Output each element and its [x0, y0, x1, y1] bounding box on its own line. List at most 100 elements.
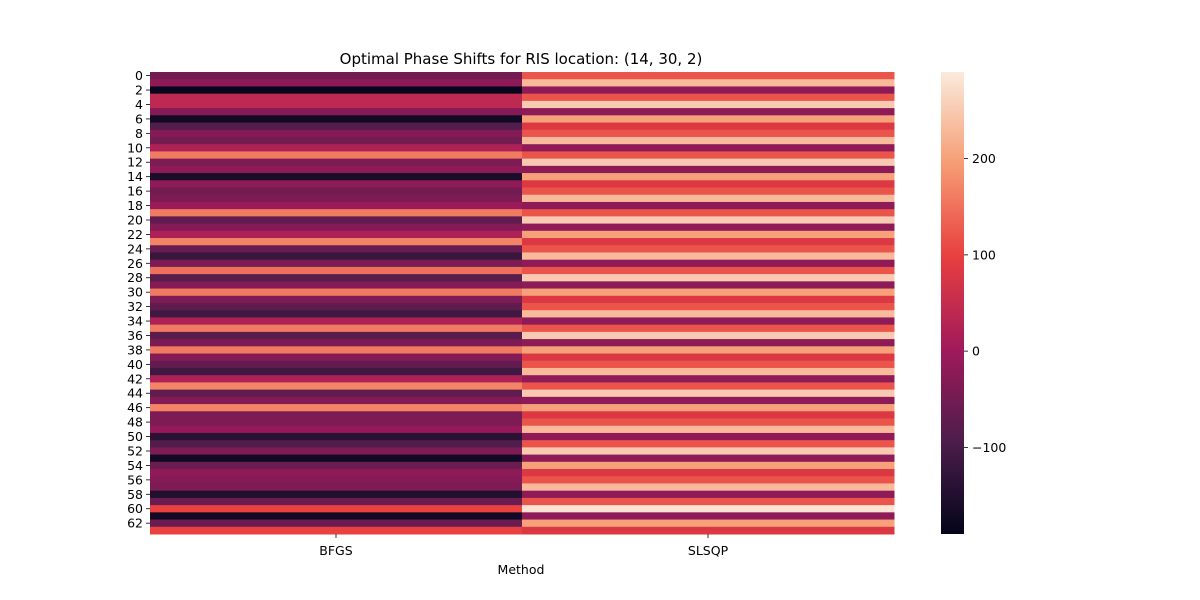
x-axis-label: Method — [498, 562, 545, 577]
heatmap-cell — [150, 303, 523, 311]
y-tick-label: 8 — [135, 126, 143, 141]
heatmap-cell — [150, 180, 523, 188]
heatmap-cell — [150, 245, 523, 253]
heatmap-cell — [522, 440, 895, 448]
heatmap-cell — [522, 252, 895, 261]
y-tick-label: 36 — [127, 328, 143, 343]
y-tick-label: 56 — [127, 472, 143, 487]
y-tick-label: 44 — [127, 386, 143, 401]
heatmap-cell — [522, 201, 895, 210]
heatmap-cell — [522, 165, 895, 174]
y-tick-label: 6 — [135, 111, 143, 126]
heatmap-cell — [522, 122, 895, 131]
heatmap-cell — [150, 274, 523, 282]
x-tick-label: BFGS — [319, 543, 352, 558]
y-tick-label: 30 — [127, 285, 143, 300]
heatmap-cell — [150, 339, 523, 347]
heatmap-cell — [150, 447, 523, 456]
heatmap-cell — [150, 288, 523, 297]
colorbar-tick-label: 0 — [972, 344, 980, 359]
heatmap-cell — [522, 144, 895, 152]
heatmap-cell — [522, 483, 895, 492]
heatmap-cell — [150, 115, 523, 124]
heatmap-cell — [522, 281, 895, 290]
heatmap-cell — [150, 136, 523, 145]
heatmap-cell — [150, 238, 523, 246]
heatmap-cell — [150, 281, 523, 290]
heatmap-cell — [522, 173, 895, 181]
y-tick-label: 2 — [135, 83, 143, 98]
heatmap-cell — [150, 425, 523, 434]
heatmap-cell — [150, 324, 523, 333]
heatmap-cell — [150, 490, 523, 499]
heatmap-cell — [522, 216, 895, 225]
y-tick-label: 42 — [127, 371, 143, 386]
heatmap-cell — [150, 173, 523, 181]
y-tick-label: 50 — [127, 429, 143, 444]
heatmap-cell — [522, 295, 895, 304]
heatmap-cell — [522, 100, 895, 109]
heatmap-cell — [522, 129, 895, 138]
y-tick-label: 12 — [127, 155, 143, 170]
heatmap-cell — [522, 367, 895, 376]
heatmap-cell — [150, 411, 523, 419]
heatmap — [150, 72, 895, 535]
y-axis: 0246810121416182022242628303234363840424… — [127, 68, 150, 531]
heatmap-cell — [522, 425, 895, 434]
heatmap-cell — [150, 252, 523, 261]
heatmap-cell — [522, 259, 895, 268]
heatmap-cell — [522, 324, 895, 333]
heatmap-cell — [522, 505, 895, 513]
heatmap-cell — [150, 72, 523, 80]
heatmap-cell — [150, 100, 523, 109]
heatmap-cell — [522, 79, 895, 87]
heatmap-cell — [150, 194, 523, 203]
heatmap-cell — [522, 382, 895, 391]
heatmap-cell — [522, 360, 895, 369]
heatmap-cell — [522, 136, 895, 145]
heatmap-cell — [522, 266, 895, 275]
heatmap-cell — [150, 317, 523, 326]
heatmap-cell — [150, 476, 523, 484]
heatmap-cell — [150, 505, 523, 513]
heatmap-cell — [150, 223, 523, 232]
heatmap-cell — [150, 512, 523, 521]
heatmap-cell — [522, 310, 895, 318]
heatmap-cell — [522, 476, 895, 484]
heatmap-cell — [522, 454, 895, 463]
heatmap-cell — [150, 93, 523, 102]
heatmap-cell — [522, 115, 895, 124]
heatmap-cell — [150, 353, 523, 362]
y-tick-label: 62 — [127, 516, 143, 531]
heatmap-cell — [150, 151, 523, 160]
heatmap-cell — [150, 389, 523, 398]
colorbar-tick-label: 100 — [972, 247, 996, 262]
y-tick-label: 10 — [127, 140, 143, 155]
heatmap-cell — [150, 216, 523, 225]
y-tick-label: 48 — [127, 415, 143, 430]
heatmap-cell — [150, 382, 523, 391]
heatmap-cell — [150, 129, 523, 138]
heatmap-cell — [150, 209, 523, 217]
heatmap-cell — [522, 389, 895, 398]
heatmap-cell — [522, 108, 895, 116]
heatmap-cell — [522, 303, 895, 311]
heatmap-cell — [522, 187, 895, 196]
heatmap-cell — [150, 497, 523, 506]
heatmap-cell — [522, 461, 895, 470]
colorbar-tick-label: 200 — [972, 151, 996, 166]
heatmap-cell — [150, 360, 523, 369]
heatmap-cell — [522, 331, 895, 340]
y-tick-label: 34 — [127, 314, 143, 329]
heatmap-cell — [150, 158, 523, 167]
y-tick-label: 20 — [127, 212, 143, 227]
heatmap-cell — [522, 72, 895, 80]
heatmap-cell — [522, 223, 895, 232]
heatmap-cell — [150, 432, 523, 441]
heatmap-cell — [522, 375, 895, 383]
heatmap-cell — [150, 483, 523, 492]
heatmap-cell — [522, 490, 895, 499]
y-tick-label: 40 — [127, 357, 143, 372]
y-tick-label: 0 — [135, 68, 143, 83]
